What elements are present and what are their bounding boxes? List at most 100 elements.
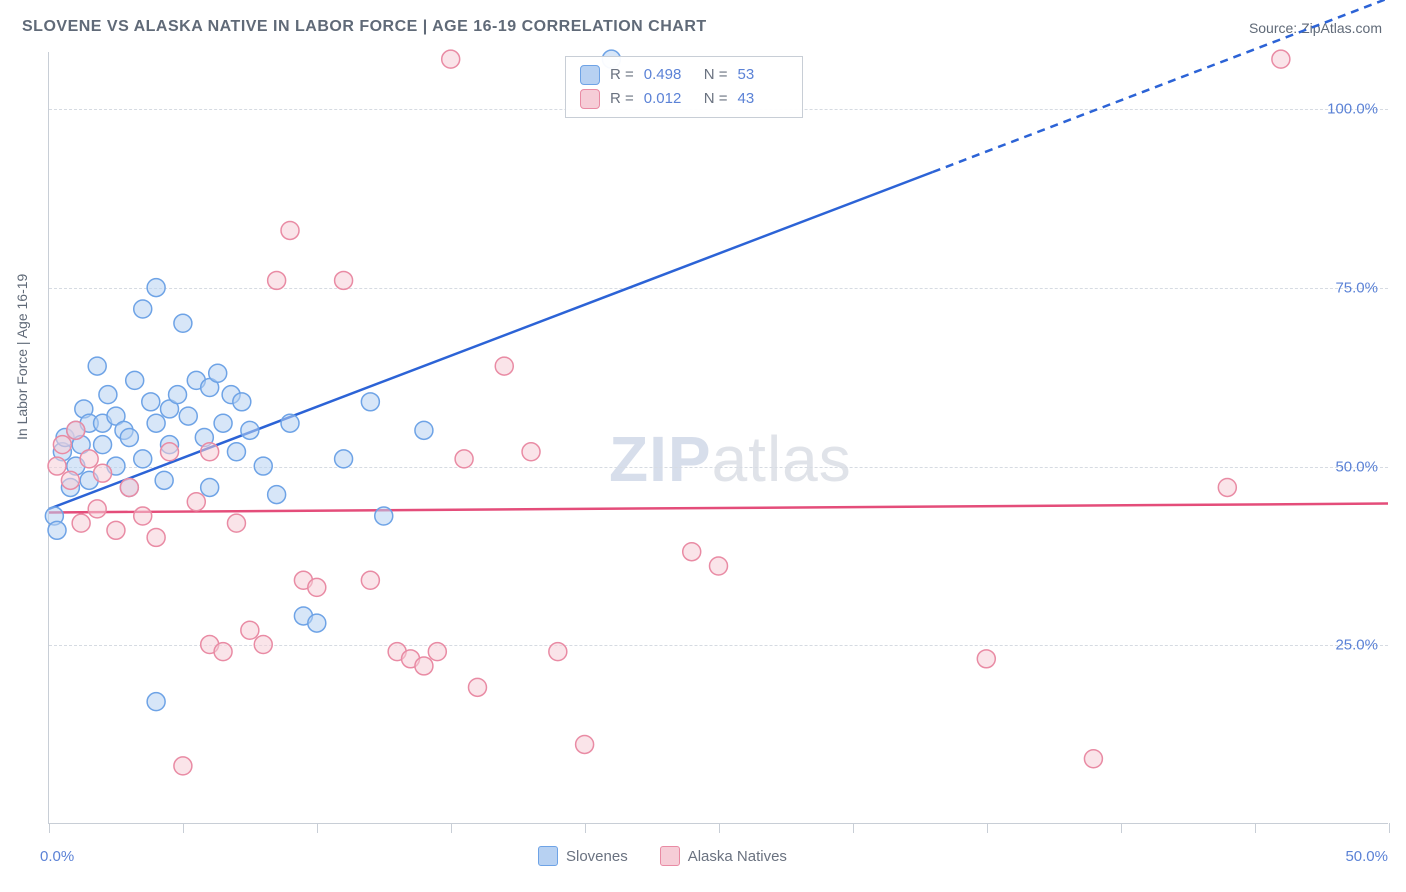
data-point-alaska_natives [522,443,540,461]
x-tick [987,823,988,833]
plot-area: ZIPatlas R = 0.498 N = 53 R = 0.012 N = … [48,52,1388,824]
stats-r-label-0: R = [610,63,634,87]
legend-swatch-slovenes [538,846,558,866]
x-tick [317,823,318,833]
data-point-alaska_natives [428,643,446,661]
data-point-slovenes [94,436,112,454]
data-point-alaska_natives [281,221,299,239]
x-tick [49,823,50,833]
data-point-alaska_natives [67,421,85,439]
y-tick-label: 75.0% [1335,279,1378,296]
x-tick [719,823,720,833]
data-point-slovenes [214,414,232,432]
x-tick [853,823,854,833]
x-tick [1389,823,1390,833]
legend-item-slovenes: Slovenes [538,846,628,866]
data-point-slovenes [227,443,245,461]
data-point-alaska_natives [415,657,433,675]
data-point-alaska_natives [576,735,594,753]
stats-r-val-1: 0.012 [644,87,694,111]
data-point-alaska_natives [227,514,245,532]
data-point-alaska_natives [468,678,486,696]
data-point-alaska_natives [214,643,232,661]
x-tick [1255,823,1256,833]
data-point-slovenes [241,421,259,439]
legend-item-alaska: Alaska Natives [660,846,787,866]
data-point-alaska_natives [361,571,379,589]
legend-label-alaska: Alaska Natives [688,848,787,865]
data-point-alaska_natives [710,557,728,575]
data-point-alaska_natives [147,528,165,546]
stats-n-val-1: 43 [738,87,788,111]
stats-row-slovenes: R = 0.498 N = 53 [580,63,788,87]
data-point-alaska_natives [120,478,138,496]
data-point-alaska_natives [80,450,98,468]
data-point-slovenes [48,521,66,539]
legend-swatch-alaska [660,846,680,866]
data-point-alaska_natives [61,471,79,489]
data-point-alaska_natives [335,271,353,289]
data-point-alaska_natives [1272,50,1290,68]
data-point-slovenes [233,393,251,411]
data-point-alaska_natives [72,514,90,532]
data-point-alaska_natives [1218,478,1236,496]
data-point-slovenes [155,471,173,489]
data-point-alaska_natives [683,543,701,561]
stats-r-val-0: 0.498 [644,63,694,87]
stats-swatch-slovenes [580,65,600,85]
data-point-slovenes [88,357,106,375]
data-point-slovenes [268,486,286,504]
trend-line-alaska_natives [49,504,1388,513]
data-point-slovenes [147,693,165,711]
trend-line-slovenes [49,172,933,509]
data-point-alaska_natives [134,507,152,525]
legend-label-slovenes: Slovenes [566,848,628,865]
data-point-alaska_natives [549,643,567,661]
stats-swatch-alaska [580,89,600,109]
data-point-slovenes [179,407,197,425]
stats-box: R = 0.498 N = 53 R = 0.012 N = 43 [565,56,803,118]
data-point-alaska_natives [977,650,995,668]
data-point-slovenes [281,414,299,432]
data-point-alaska_natives [53,436,71,454]
stats-r-label-1: R = [610,87,634,111]
data-point-alaska_natives [241,621,259,639]
data-point-slovenes [375,507,393,525]
data-point-slovenes [99,386,117,404]
x-tick [1121,823,1122,833]
data-point-alaska_natives [174,757,192,775]
data-point-slovenes [126,371,144,389]
data-point-slovenes [201,478,219,496]
y-tick-label: 50.0% [1335,458,1378,475]
chart-source: Source: ZipAtlas.com [1249,20,1382,36]
stats-n-label-0: N = [704,63,728,87]
plot-svg [49,52,1388,823]
data-point-slovenes [335,450,353,468]
x-tick [183,823,184,833]
x-axis-min-label: 0.0% [40,848,74,865]
data-point-slovenes [147,279,165,297]
data-point-alaska_natives [107,521,125,539]
data-point-slovenes [142,393,160,411]
data-point-alaska_natives [1084,750,1102,768]
data-point-alaska_natives [48,457,66,475]
y-tick-label: 100.0% [1327,101,1378,118]
correlation-chart: SLOVENE VS ALASKA NATIVE IN LABOR FORCE … [0,0,1406,892]
data-point-alaska_natives [94,464,112,482]
data-point-slovenes [308,614,326,632]
stats-n-val-0: 53 [738,63,788,87]
y-axis-label: In Labor Force | Age 16-19 [14,274,30,440]
data-point-alaska_natives [495,357,513,375]
stats-n-label-1: N = [704,87,728,111]
data-point-alaska_natives [455,450,473,468]
data-point-slovenes [415,421,433,439]
chart-title: SLOVENE VS ALASKA NATIVE IN LABOR FORCE … [22,18,707,36]
data-point-slovenes [134,300,152,318]
legend: Slovenes Alaska Natives [538,846,787,866]
data-point-alaska_natives [254,636,272,654]
data-point-slovenes [361,393,379,411]
data-point-slovenes [169,386,187,404]
data-point-alaska_natives [268,271,286,289]
stats-row-alaska: R = 0.012 N = 43 [580,87,788,111]
y-tick-label: 25.0% [1335,637,1378,654]
